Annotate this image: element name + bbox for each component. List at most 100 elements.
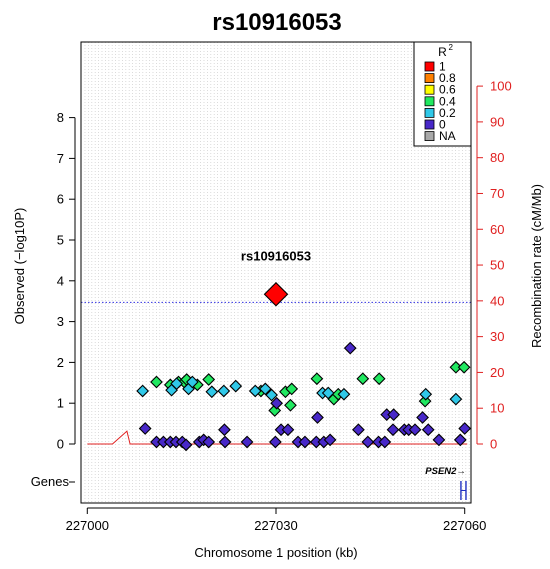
genes-track-label: Genes <box>31 474 70 489</box>
y-tick-label: 6 <box>57 192 64 207</box>
legend-title: R <box>438 45 447 59</box>
legend-swatch <box>424 96 435 107</box>
y-tick-label: 1 <box>57 396 64 411</box>
snp-point <box>343 341 357 355</box>
snp-point <box>421 423 435 437</box>
snp-point <box>453 433 467 447</box>
snp-point <box>170 377 183 390</box>
legend-swatch <box>424 73 435 83</box>
snp-point <box>284 398 297 412</box>
snp-point <box>386 423 400 437</box>
legend-swatch <box>424 108 435 118</box>
x-axis-label: Chromosome 1 position (kb) <box>194 545 357 560</box>
legend-swatch <box>424 61 435 72</box>
snp-point <box>361 435 375 449</box>
snp-point <box>311 411 324 424</box>
legend-swatch <box>424 131 435 142</box>
legend-swatch <box>424 119 435 130</box>
snp-point <box>418 394 432 408</box>
snp-point <box>270 396 284 410</box>
snp-point <box>202 373 216 386</box>
y-tick-label: 8 <box>57 110 64 125</box>
y2-tick-label: 90 <box>490 114 504 129</box>
snp-point <box>378 435 392 449</box>
snp-point <box>372 372 386 386</box>
x-tick-label: 227030 <box>254 518 297 533</box>
snp-point <box>352 423 365 437</box>
snp-point <box>337 387 351 401</box>
y2-tick-label: 40 <box>490 293 504 308</box>
snp-point <box>416 411 429 424</box>
snp-point <box>408 423 422 437</box>
y-axis-label: Observed (−log10P) <box>12 208 27 325</box>
snp-point <box>268 435 282 449</box>
snp-point <box>150 375 163 389</box>
snp-point <box>265 388 278 402</box>
snp-point <box>285 382 299 396</box>
y-tick-label: 7 <box>57 151 64 166</box>
y2-tick-label: 100 <box>490 79 512 94</box>
legend-swatch <box>424 84 435 95</box>
snp-point <box>432 433 446 447</box>
snp-point <box>387 408 401 422</box>
legend-item-label: 1 <box>439 60 446 74</box>
y2-tick-label: 80 <box>490 150 504 165</box>
x-tick-label: 227000 <box>66 518 109 533</box>
legend-item-label: 0.8 <box>439 71 456 85</box>
recombination-rate-line <box>87 430 468 445</box>
data-series: rs10916053 PSEN2→ <box>81 248 472 500</box>
snp-point <box>323 433 337 447</box>
snp-point <box>205 385 219 399</box>
recombination-axis-label: Recombination rate (cM/Mb) <box>529 184 544 348</box>
axes: 0 1 2 3 4 5 6 7 8 227000 227030 227060 0 10 20 30 40 50 60… <box>57 79 512 533</box>
x-grid <box>84 42 470 503</box>
chart-title: rs10916053 <box>212 9 341 36</box>
snp-point <box>281 423 295 437</box>
snp-point <box>321 386 335 400</box>
index-snp-label: rs10916053 <box>241 248 311 263</box>
snp-point <box>217 384 231 398</box>
snp-point <box>298 435 312 449</box>
snp-point <box>310 372 324 386</box>
snp-point <box>202 435 216 449</box>
y-tick-label: 4 <box>57 273 64 288</box>
snp-point <box>449 392 463 406</box>
snp-point <box>419 387 433 401</box>
y-tick-label: 2 <box>57 355 64 370</box>
legend-item-label: NA <box>439 129 456 143</box>
legend-title-superscript: 2 <box>449 43 454 52</box>
y2-tick-label: 60 <box>490 222 504 237</box>
snp-point <box>138 422 152 435</box>
y-tick-label: 3 <box>57 314 64 329</box>
snp-point <box>457 360 471 374</box>
snp-point <box>458 422 472 435</box>
snp-point <box>248 384 262 398</box>
y2-tick-label: 10 <box>490 401 504 416</box>
gene-label: PSEN2→ <box>425 466 466 477</box>
y-tick-label: 5 <box>57 233 64 248</box>
y2-tick-label: 50 <box>490 258 504 273</box>
y2-tick-label: 30 <box>490 329 504 344</box>
plot-frame <box>80 41 472 504</box>
snp-point <box>179 438 193 452</box>
snp-point <box>356 372 370 386</box>
snp-point <box>218 435 232 449</box>
y-tick-label: 0 <box>57 437 64 452</box>
y2-tick-label: 20 <box>490 365 504 380</box>
y2-tick-label: 0 <box>490 437 497 452</box>
index-snp-point <box>263 281 289 307</box>
snp-point <box>218 423 231 437</box>
legend-item-label: 0 <box>439 118 446 132</box>
snp-point <box>229 379 243 393</box>
x-tick-label: 227060 <box>443 518 486 533</box>
snp-point <box>258 382 272 396</box>
legend-item-label: 0.4 <box>439 94 456 108</box>
legend-item-label: 0.2 <box>439 106 456 120</box>
y2-tick-label: 70 <box>490 186 504 201</box>
legend-item-label: 0.6 <box>439 83 456 97</box>
snp-point <box>185 375 199 389</box>
snp-point <box>136 384 150 398</box>
snp-point <box>240 435 254 449</box>
